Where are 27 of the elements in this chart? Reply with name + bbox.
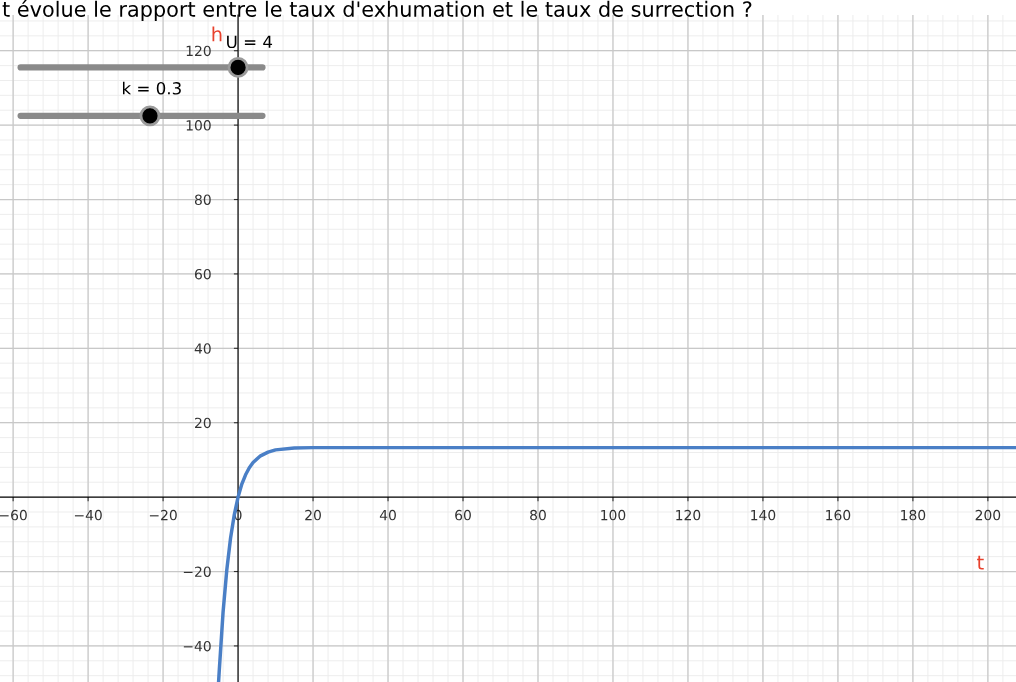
y-tick-label: 40 — [194, 343, 211, 354]
y-tick-label: 100 — [186, 120, 211, 131]
x-tick-label: −20 — [149, 509, 177, 521]
x-tick-label: 120 — [676, 509, 701, 521]
x-tick-label: 60 — [455, 509, 471, 521]
y-tick-label: 60 — [194, 268, 211, 280]
annotation: k = 0.3 — [122, 81, 181, 95]
x-tick-label: 80 — [530, 509, 546, 521]
x-tick-label: 40 — [379, 509, 396, 521]
x-axis-title: t — [977, 555, 984, 570]
x-tick-label: −60 — [0, 509, 27, 521]
x-tick-label: 160 — [826, 509, 851, 521]
x-tick-label: 100 — [601, 509, 626, 521]
annotation: U = 4 — [227, 35, 273, 49]
x-tick-label: 140 — [751, 509, 776, 521]
y-tick-label: −20 — [183, 566, 211, 577]
y-tick-label: −40 — [183, 640, 211, 652]
x-tick-label: 200 — [975, 509, 1001, 521]
y-tick-label: 20 — [195, 417, 211, 429]
line-series — [216, 445, 1016, 682]
x-tick-label: −40 — [74, 509, 102, 521]
y-tick-label: 120 — [186, 45, 211, 57]
y-tick-label: 80 — [194, 194, 211, 205]
x-tick-label: 20 — [305, 509, 321, 521]
y-axis-title: h — [212, 26, 222, 42]
chart-title: t évolue le rapport entre le taux d'exhumation et le taux de surrection ? — [2, 0, 752, 21]
x-tick-label: 180 — [901, 509, 926, 521]
